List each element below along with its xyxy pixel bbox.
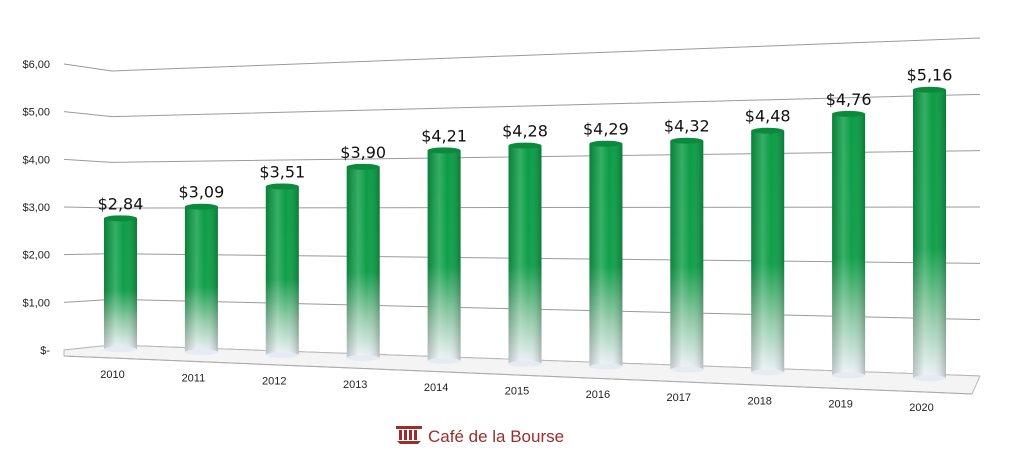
x-tick-label: 2019 <box>828 399 852 411</box>
bar <box>670 137 704 373</box>
bar <box>913 86 946 382</box>
y-tick-label: $- <box>40 345 50 357</box>
x-tick-label: 2014 <box>424 382 448 394</box>
x-tick-label: 2013 <box>343 379 367 391</box>
brand-logo: Café de la Bourse <box>396 425 564 449</box>
y-tick-label: $1,00 <box>22 297 50 309</box>
bar-top <box>832 110 866 117</box>
bar-top <box>265 183 299 190</box>
y-tick-labels: $- $1,00 $2,00 $3,00 $4,00 $5,00 $6,00 <box>22 59 50 357</box>
x-axis-line <box>63 355 973 395</box>
bar-bottom <box>508 360 542 367</box>
bar-shading <box>832 113 866 376</box>
x-tick-label: 2018 <box>747 395 771 407</box>
bar-shading <box>427 150 461 361</box>
brand-name: Café de la Bourse <box>428 427 565 446</box>
bar <box>184 203 218 356</box>
bar <box>589 140 623 370</box>
bar-shading <box>508 145 542 364</box>
bar <box>508 142 542 367</box>
bar-top <box>508 142 542 149</box>
x-tick-label: 2011 <box>182 372 206 384</box>
data-label: $4,32 <box>664 117 710 136</box>
bar-top <box>913 86 946 93</box>
bar-shading <box>751 130 785 373</box>
bar <box>751 127 785 376</box>
data-label: $4,29 <box>583 120 629 139</box>
bar-shading <box>104 218 137 350</box>
bar <box>832 110 866 379</box>
bar-shading <box>184 206 218 353</box>
y-tick-label: $4,00 <box>22 154 50 166</box>
data-label: $4,21 <box>421 126 467 145</box>
data-label: $4,48 <box>745 107 791 126</box>
x-tick-label: 2020 <box>909 402 933 414</box>
gridline <box>63 93 981 118</box>
bar-top <box>751 127 785 134</box>
bar <box>104 215 137 353</box>
bar <box>346 163 380 361</box>
bar-bottom <box>589 363 623 370</box>
data-label: $5,16 <box>907 66 953 85</box>
bar-shading <box>913 89 946 379</box>
x-tick-label: 2010 <box>100 369 124 381</box>
bar-bottom <box>427 357 461 364</box>
gridline <box>63 37 981 72</box>
bar-bottom <box>670 366 704 373</box>
bar-bottom <box>751 369 785 376</box>
bar-bottom <box>346 354 380 361</box>
bars <box>104 86 946 382</box>
x-tick-label: 2012 <box>262 376 286 388</box>
column-logo-icon <box>396 425 422 450</box>
data-label: $3,51 <box>259 162 305 181</box>
x-tick-label: 2015 <box>505 386 529 398</box>
data-label: $4,76 <box>826 90 872 109</box>
bar-top <box>427 147 461 154</box>
bar-top <box>104 215 137 222</box>
bar-shading <box>589 143 623 367</box>
data-label: $3,09 <box>178 183 224 202</box>
bar-bottom <box>265 352 299 359</box>
x-tick-label: 2016 <box>586 389 610 401</box>
data-label: $3,90 <box>340 143 386 162</box>
bar <box>265 183 299 359</box>
bar-bottom <box>104 346 137 353</box>
y-tick-label: $3,00 <box>22 202 50 214</box>
data-label: $2,84 <box>98 194 144 213</box>
bar-shading <box>670 140 704 370</box>
bar-top <box>670 137 704 144</box>
data-labels: $2,84 $3,09 $3,51 $3,90 $4,21 $4,28 $4,29 $4,32… <box>98 66 953 214</box>
y-tick-label: $2,00 <box>22 250 50 262</box>
bar-bottom <box>832 372 866 379</box>
bar-bottom <box>913 375 946 382</box>
bar-shading <box>346 166 380 358</box>
bar <box>427 147 461 364</box>
bar-bottom <box>184 349 218 356</box>
bar-top <box>346 163 380 170</box>
bar-shading <box>265 186 299 356</box>
bar-top <box>184 203 218 210</box>
x-tick-label: 2017 <box>667 392 691 404</box>
bar-top <box>589 140 623 147</box>
y-tick-label: $6,00 <box>22 59 50 71</box>
x-tick-labels: 2010 2011 2012 2013 2014 2015 2016 2017 2018 2019… <box>100 369 933 414</box>
y-tick-label: $5,00 <box>22 107 50 119</box>
data-label: $4,28 <box>502 122 548 141</box>
